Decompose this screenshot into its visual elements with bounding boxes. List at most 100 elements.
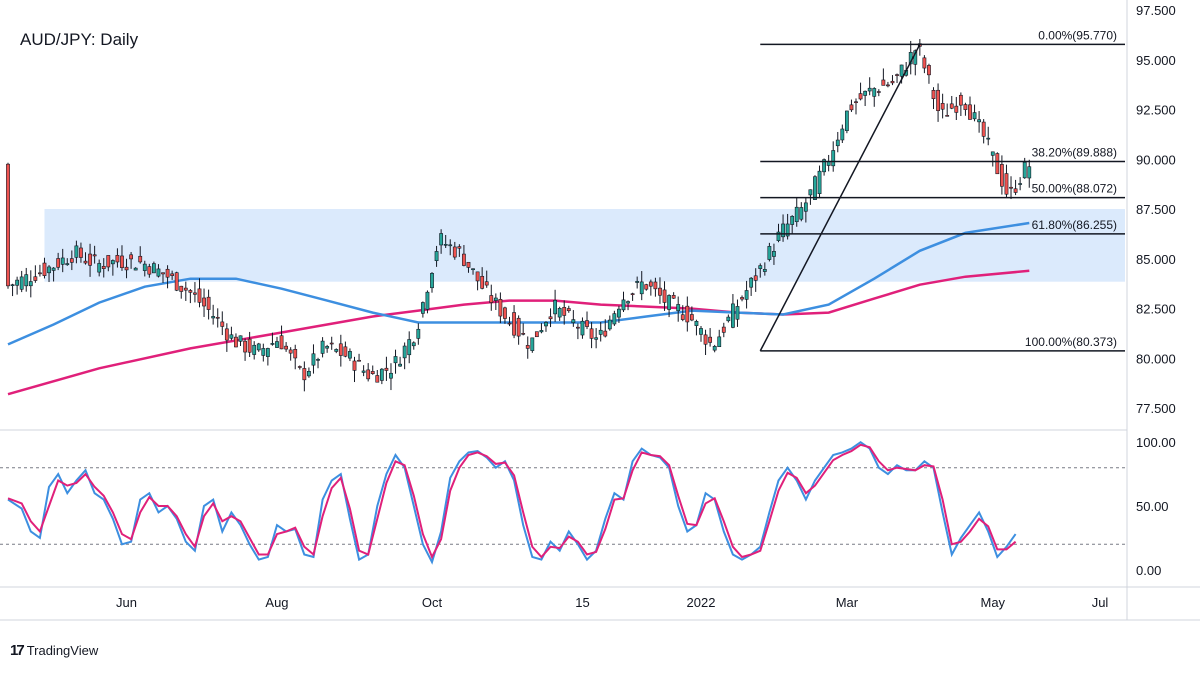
candle-body bbox=[69, 258, 74, 263]
candle-body bbox=[124, 266, 129, 271]
price-tick-label: 95.000 bbox=[1136, 53, 1176, 68]
candle-body bbox=[1013, 188, 1018, 193]
candle-body bbox=[265, 348, 270, 357]
candle-body bbox=[685, 305, 690, 323]
candle-body bbox=[867, 87, 872, 92]
candle-body bbox=[452, 246, 457, 258]
candle-body bbox=[15, 279, 20, 286]
candle-body bbox=[329, 342, 334, 345]
candle-body bbox=[156, 268, 161, 277]
candle-body bbox=[835, 139, 840, 147]
trend-line bbox=[759, 44, 921, 352]
candle-body bbox=[302, 368, 307, 381]
candle-body bbox=[803, 202, 808, 212]
brand-watermark: 17 TradingView bbox=[10, 642, 98, 659]
candle-body bbox=[92, 254, 97, 257]
candle-body bbox=[895, 74, 899, 76]
time-tick-label: Aug bbox=[265, 595, 288, 610]
candle-body bbox=[949, 103, 954, 109]
candle-body bbox=[457, 246, 462, 249]
candle-body bbox=[507, 322, 512, 325]
candle-body bbox=[721, 326, 726, 333]
candle-body bbox=[927, 65, 931, 76]
stochastic-k-line bbox=[7, 440, 1017, 565]
fib-level-label: 61.80%(86.255) bbox=[1032, 218, 1117, 232]
candle-body bbox=[183, 287, 188, 291]
candle-body bbox=[735, 306, 740, 320]
candle-body bbox=[462, 253, 466, 266]
candle-body bbox=[138, 255, 143, 263]
candle-body bbox=[863, 90, 868, 96]
candle-body bbox=[995, 153, 1000, 175]
candle-body bbox=[740, 297, 744, 300]
candle-body bbox=[1004, 173, 1009, 195]
candle-body bbox=[165, 268, 170, 278]
candle-body bbox=[981, 121, 986, 137]
candle-body bbox=[890, 80, 895, 84]
candle-body bbox=[60, 257, 65, 265]
candle-body bbox=[402, 345, 407, 359]
candle-body bbox=[717, 336, 722, 348]
candle-body bbox=[56, 258, 61, 268]
time-tick-label: Jul bbox=[1092, 595, 1109, 610]
candle-body bbox=[589, 328, 594, 339]
candle-body bbox=[639, 281, 644, 295]
candle-body bbox=[977, 119, 982, 123]
candle-body bbox=[612, 313, 617, 325]
candle-body bbox=[430, 273, 434, 289]
candle-body bbox=[475, 271, 480, 282]
time-tick-label: Mar bbox=[836, 595, 859, 610]
price-pane[interactable]: 0.00%(95.770) 38.20%(89.888) 50.00%(88.072… bbox=[6, 28, 1125, 396]
tradingview-logo: 17 bbox=[10, 642, 25, 659]
candle-body bbox=[170, 273, 175, 276]
candle-body bbox=[115, 255, 120, 263]
candle-body bbox=[238, 335, 243, 342]
candle-body bbox=[275, 341, 279, 348]
candle-body bbox=[854, 101, 858, 104]
candle-body bbox=[110, 260, 115, 265]
candle-body bbox=[33, 276, 38, 281]
fib-level-label: 38.20%(89.888) bbox=[1032, 146, 1117, 160]
candle-body bbox=[525, 345, 530, 349]
candle-body bbox=[234, 336, 238, 348]
candle-body bbox=[28, 281, 33, 287]
candle-body bbox=[288, 349, 293, 354]
price-tick-label: 80.000 bbox=[1136, 351, 1176, 366]
candle-body bbox=[758, 265, 763, 269]
candle-body bbox=[206, 296, 211, 310]
candle-body bbox=[297, 366, 302, 368]
candle-body bbox=[972, 112, 977, 120]
candle-body bbox=[480, 276, 485, 289]
candle-body bbox=[24, 274, 29, 287]
candle-body bbox=[844, 110, 849, 131]
candle-body bbox=[425, 291, 430, 310]
candle-body bbox=[662, 289, 667, 303]
candle-body bbox=[348, 351, 352, 359]
candle-body bbox=[19, 276, 24, 290]
candle-body bbox=[193, 292, 197, 295]
stochastic-tick-label: 0.00 bbox=[1136, 563, 1161, 578]
stochastic-pane[interactable] bbox=[0, 440, 1125, 565]
candle-body bbox=[635, 281, 640, 283]
candle-body bbox=[161, 272, 165, 275]
candle-body bbox=[671, 295, 676, 299]
candle-body bbox=[872, 88, 877, 97]
candle-body bbox=[224, 328, 229, 341]
candle-body bbox=[361, 370, 366, 373]
candle-body bbox=[256, 343, 261, 351]
candle-body bbox=[489, 295, 494, 303]
candle-body bbox=[963, 104, 968, 110]
candle-body bbox=[498, 298, 503, 317]
candle-body bbox=[708, 336, 713, 343]
candle-body bbox=[47, 266, 51, 274]
candle-body bbox=[202, 297, 206, 307]
candle-body bbox=[74, 245, 79, 258]
candle-body bbox=[585, 320, 589, 327]
stochastic-d-line bbox=[7, 443, 1017, 560]
axes: 97.500 95.000 92.500 90.000 87.500 85.000 82.5… bbox=[0, 0, 1200, 621]
candle-body bbox=[279, 335, 284, 350]
candle-body bbox=[316, 359, 320, 361]
candle-body bbox=[284, 345, 289, 350]
candle-body bbox=[106, 255, 111, 268]
candle-body bbox=[539, 330, 544, 333]
